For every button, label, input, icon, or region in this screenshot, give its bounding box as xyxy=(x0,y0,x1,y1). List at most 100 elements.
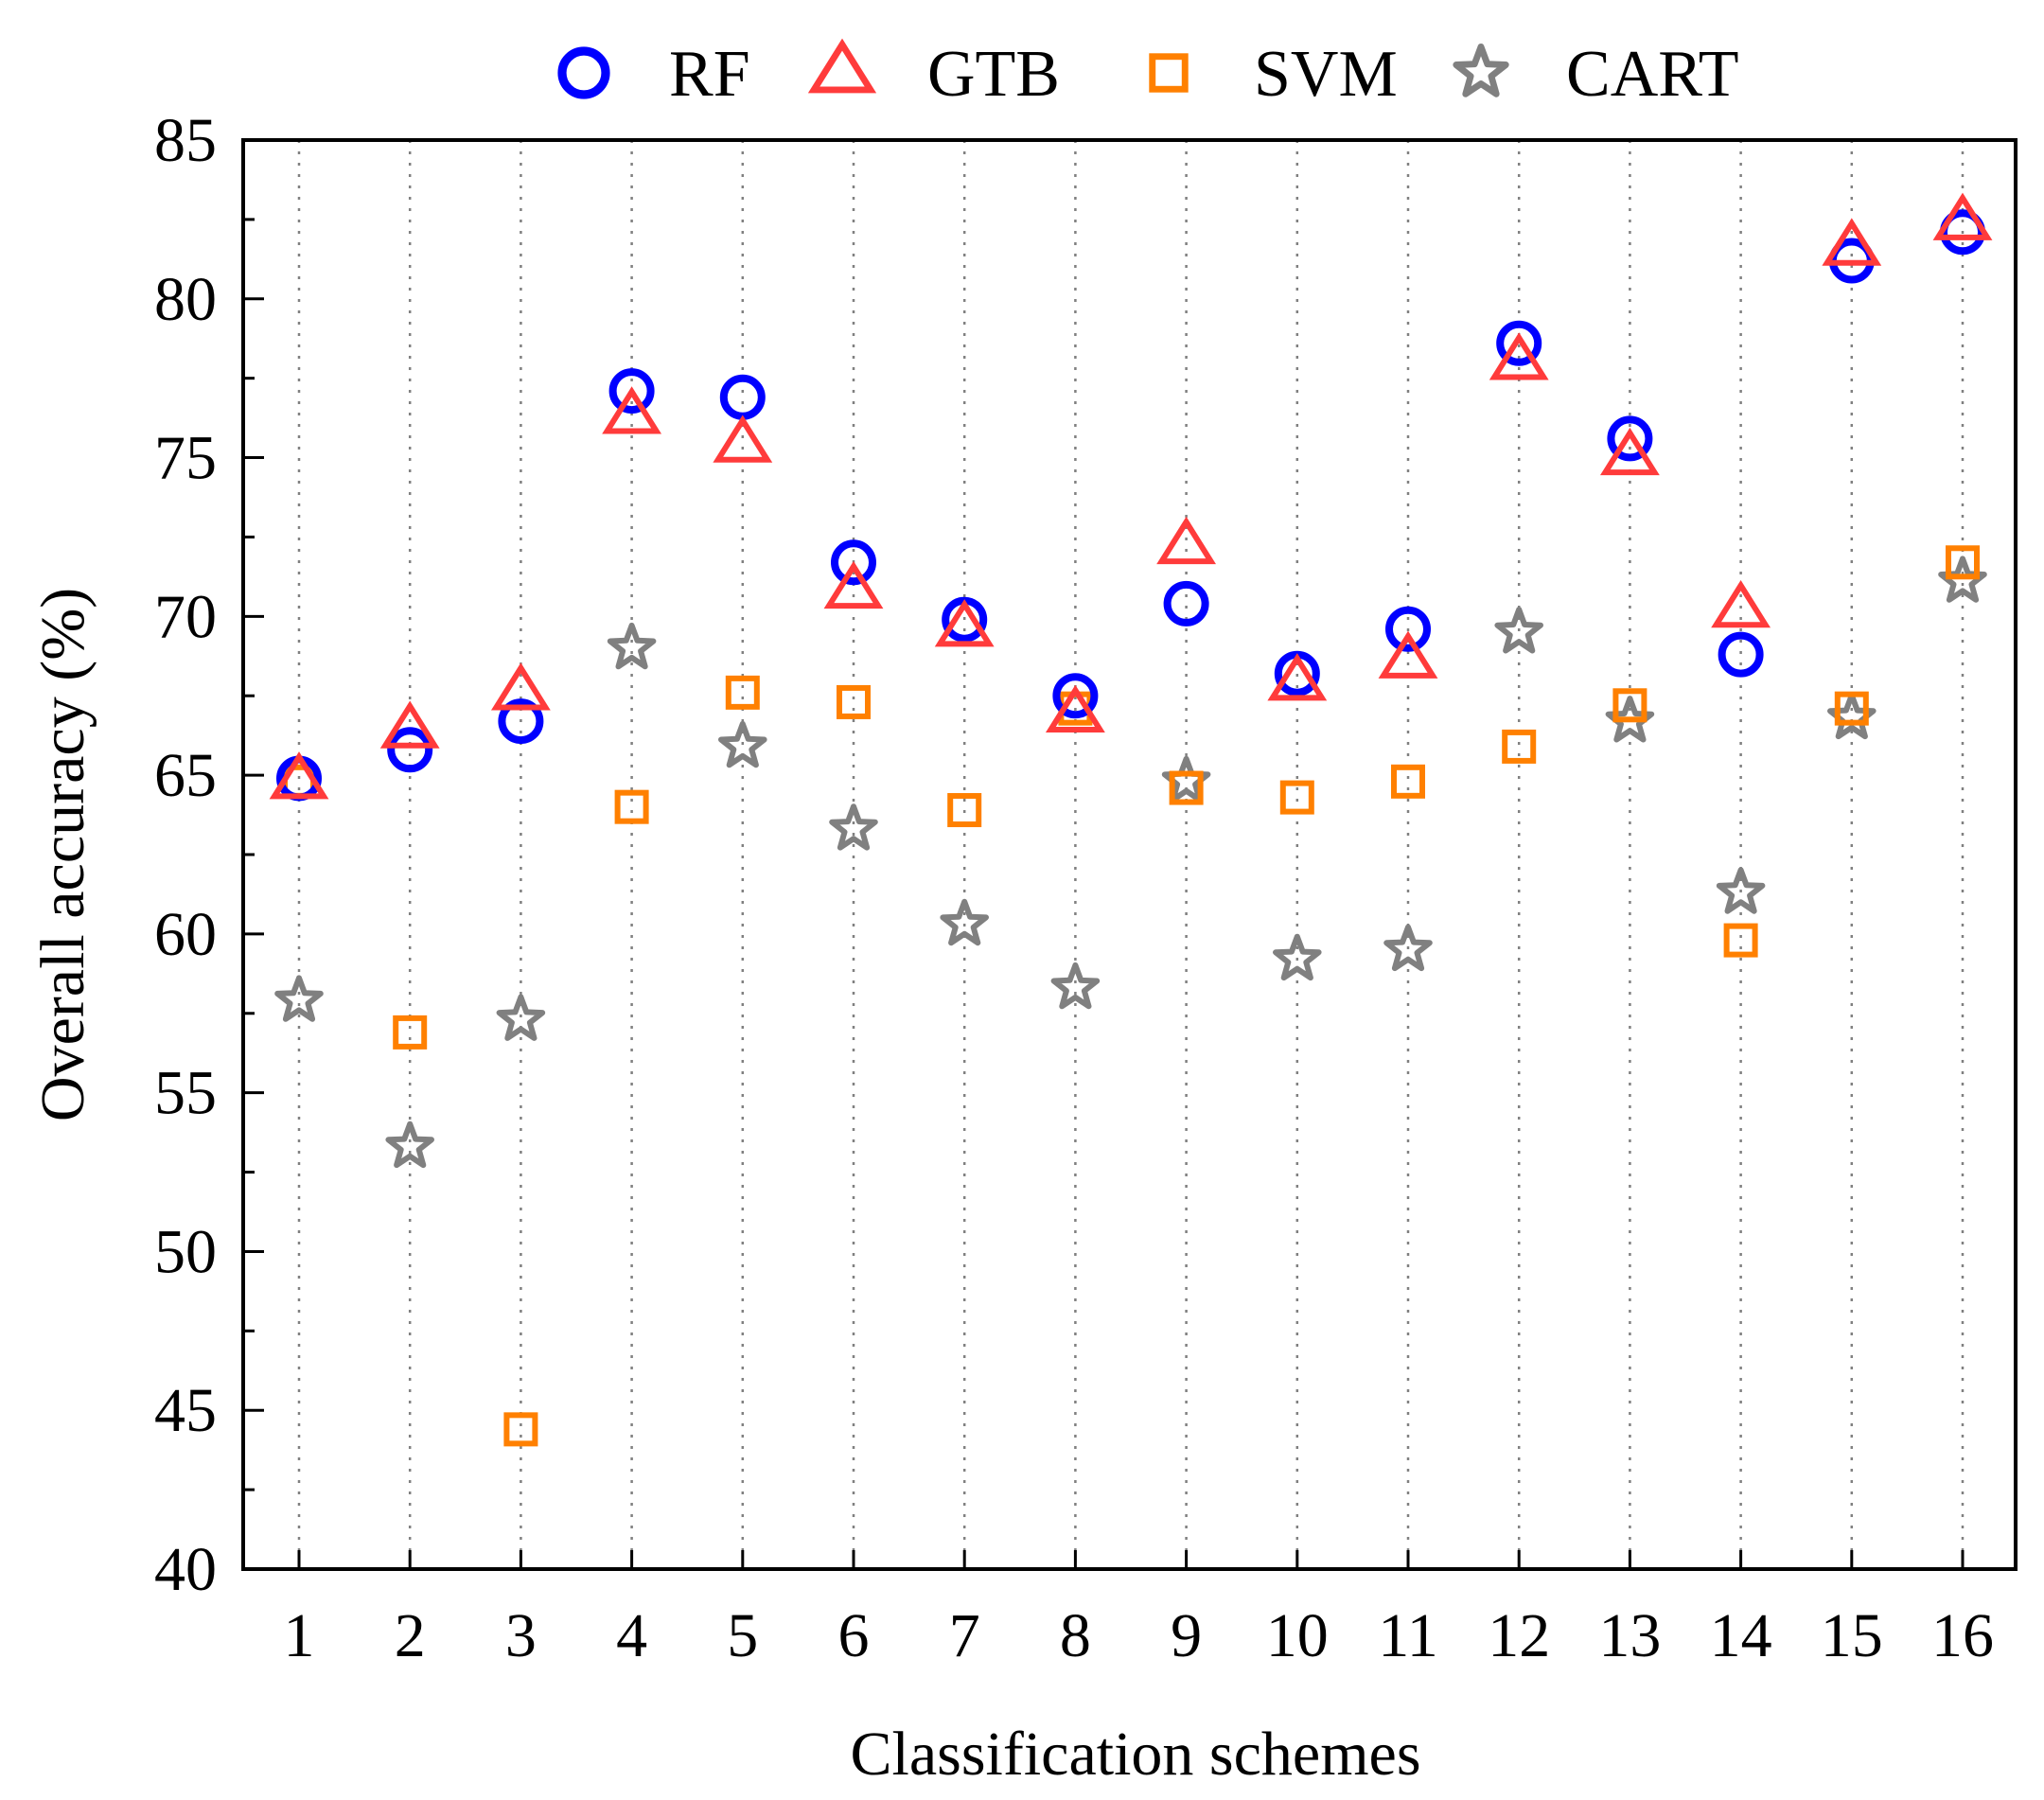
legend-item-rf: RF xyxy=(557,38,750,111)
cart-point xyxy=(718,720,767,768)
cart-point xyxy=(496,994,546,1041)
rf-point xyxy=(1496,320,1542,366)
svm-point xyxy=(725,675,760,710)
x-tick-labels: 1 2 3 4 5 6 7 8 9 10 11 12 13 14 15 16 xyxy=(284,1601,1995,1670)
legend-label: GTB xyxy=(927,38,1060,111)
gtb-point xyxy=(1822,218,1882,266)
y-tick-label: 65 xyxy=(154,741,217,810)
gtb-point xyxy=(602,386,662,434)
svm-point xyxy=(1834,691,1869,726)
cart-point xyxy=(829,803,878,851)
gtb-point xyxy=(1711,579,1771,628)
rf-point xyxy=(1607,415,1653,462)
x-tick-label: 4 xyxy=(616,1601,647,1670)
axis-ticks xyxy=(243,138,1965,1571)
rf-point xyxy=(608,368,655,415)
x-tick-label: 15 xyxy=(1821,1601,1883,1670)
cart-point xyxy=(385,1121,434,1169)
y-tick-label: 55 xyxy=(154,1059,217,1128)
y-tick-label: 60 xyxy=(154,900,217,969)
rf-point xyxy=(1052,673,1099,719)
cart-point xyxy=(274,975,324,1022)
legend-marker-gtb xyxy=(807,38,877,94)
legend-marker-svm xyxy=(1149,53,1189,93)
gtb-point xyxy=(1932,192,1993,240)
rf-point xyxy=(831,539,876,586)
x-tick-label: 7 xyxy=(949,1601,980,1670)
rf-point xyxy=(387,727,433,773)
gtb-point xyxy=(269,751,329,800)
legend-label: RF xyxy=(669,38,750,111)
series-gtb xyxy=(269,192,1993,800)
svm-point xyxy=(1612,688,1648,723)
grid-lines xyxy=(297,140,1965,1569)
y-tick-label: 40 xyxy=(154,1535,217,1604)
x-tick-label: 16 xyxy=(1931,1601,1994,1670)
cart-point xyxy=(940,898,989,946)
svm-point xyxy=(1169,770,1204,805)
y-tick-label: 75 xyxy=(154,424,217,493)
legend-item-gtb: GTB xyxy=(807,38,1060,111)
legend-item-cart: CART xyxy=(1453,38,1739,111)
gtb-point xyxy=(934,599,995,647)
legend: RF GTB SVM CART xyxy=(557,38,1739,111)
svm-point xyxy=(614,789,649,824)
rf-point xyxy=(1163,580,1209,626)
svm-point xyxy=(947,793,982,828)
y-tick-labels: 40 45 50 55 60 65 70 75 80 85 xyxy=(154,106,217,1604)
svm-point xyxy=(1723,923,1758,958)
x-tick-label: 10 xyxy=(1266,1601,1329,1670)
series-cart xyxy=(274,556,1987,1169)
gtb-point xyxy=(1267,653,1328,701)
x-tick-label: 2 xyxy=(395,1601,426,1670)
x-tick-label: 11 xyxy=(1378,1601,1438,1670)
rf-point xyxy=(719,374,766,420)
x-tick-label: 8 xyxy=(1060,1601,1091,1670)
cart-point xyxy=(1383,924,1433,972)
x-tick-label: 14 xyxy=(1710,1601,1772,1670)
svm-point xyxy=(1279,780,1314,815)
rf-point xyxy=(498,698,544,745)
gtb-point xyxy=(713,415,773,463)
y-tick-label: 70 xyxy=(154,582,217,651)
x-tick-label: 13 xyxy=(1598,1601,1661,1670)
legend-label: SVM xyxy=(1254,38,1398,111)
x-tick-label: 12 xyxy=(1488,1601,1550,1670)
x-tick-label: 1 xyxy=(284,1601,315,1670)
gtb-point xyxy=(379,700,440,749)
svm-point xyxy=(503,1412,538,1447)
y-tick-label: 45 xyxy=(154,1376,217,1445)
cart-point xyxy=(607,622,657,670)
gtb-point xyxy=(1156,516,1217,565)
svm-point xyxy=(1502,729,1537,764)
x-tick-label: 9 xyxy=(1171,1601,1202,1670)
gtb-point xyxy=(490,662,551,711)
legend-marker-rf xyxy=(557,46,610,99)
x-axis-title: Classification schemes xyxy=(850,1720,1420,1789)
svm-point xyxy=(837,684,871,719)
x-tick-label: 5 xyxy=(727,1601,758,1670)
legend-item-svm: SVM xyxy=(1149,38,1398,111)
cart-point xyxy=(1494,607,1543,654)
gtb-point xyxy=(1489,332,1549,380)
y-axis-title: Overall accuracy (%) xyxy=(28,588,97,1121)
cart-point xyxy=(1716,867,1766,914)
cart-point xyxy=(1273,933,1322,981)
x-tick-label: 6 xyxy=(838,1601,870,1670)
svm-point xyxy=(393,1015,428,1050)
data-points xyxy=(269,192,1993,1447)
svm-point xyxy=(1391,764,1425,799)
y-tick-label: 85 xyxy=(154,106,217,175)
y-tick-label: 80 xyxy=(154,265,217,334)
gtb-point xyxy=(823,560,884,609)
rf-point xyxy=(1718,631,1764,678)
rf-point xyxy=(1385,606,1431,652)
svm-point xyxy=(1946,545,1980,580)
series-svm xyxy=(282,545,1980,1447)
gtb-point xyxy=(1378,630,1438,679)
x-tick-label: 3 xyxy=(505,1601,537,1670)
y-tick-label: 50 xyxy=(154,1217,217,1286)
plot-frame xyxy=(241,138,2018,1571)
legend-marker-cart xyxy=(1453,43,1509,97)
